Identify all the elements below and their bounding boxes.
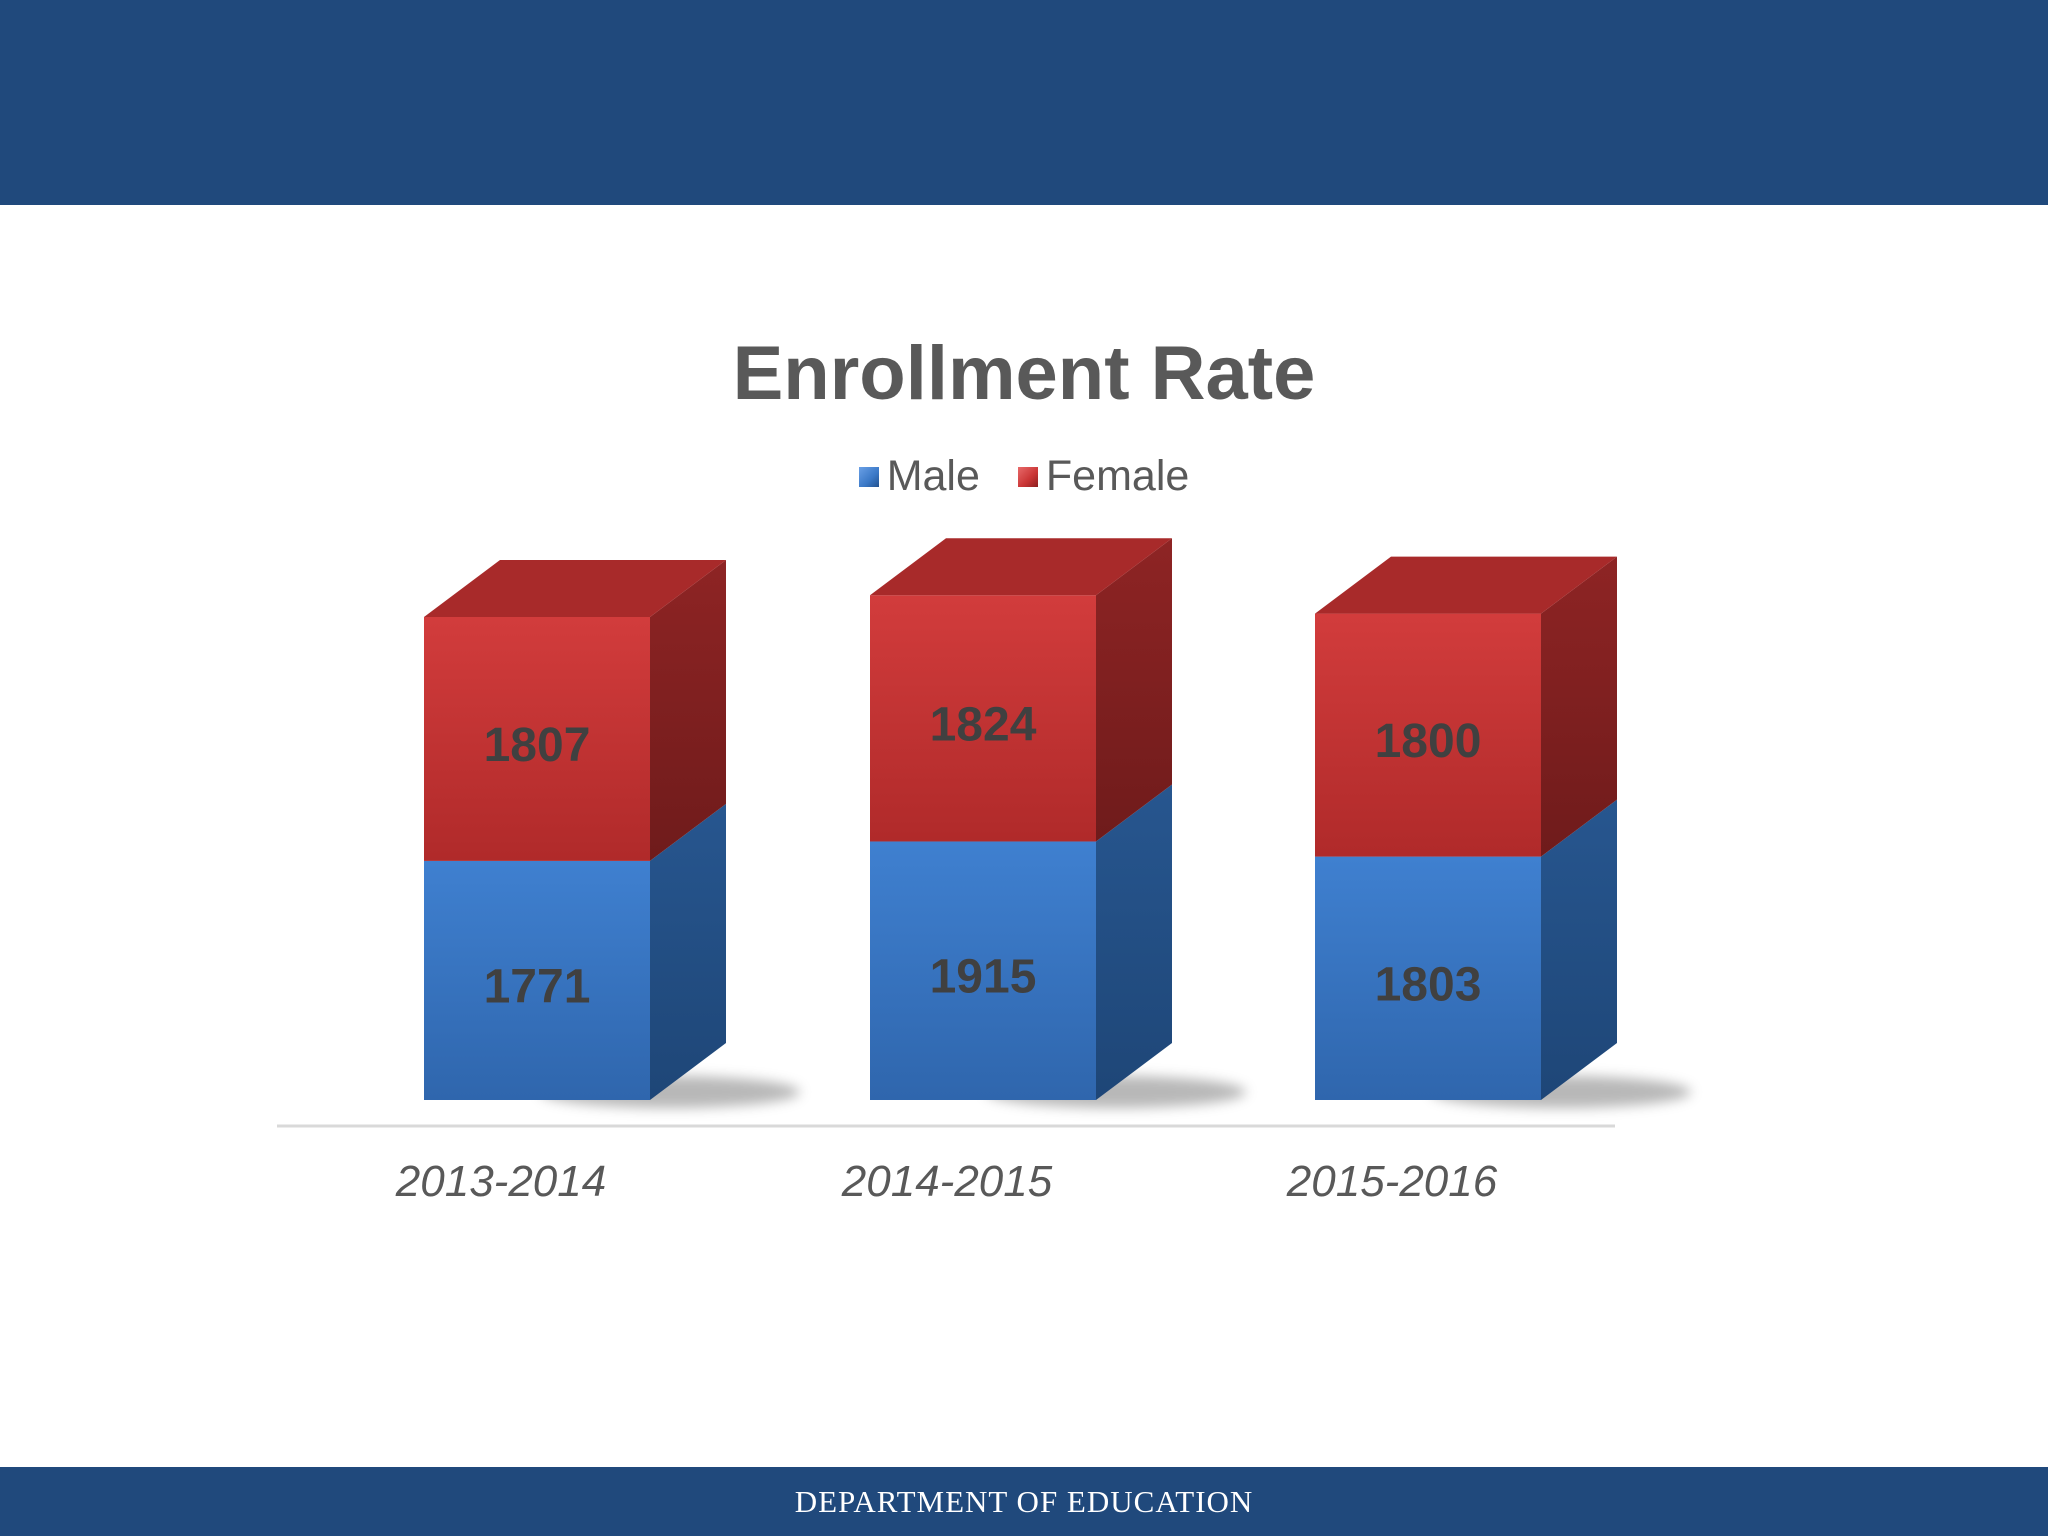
data-label-male-2014-2015: 1915 [930, 951, 1037, 1004]
bar-male-2015-2016 [1315, 856, 1541, 1100]
bar-male-side-2013-2014 [650, 803, 726, 1100]
legend-label-female: Female [1045, 452, 1190, 500]
chart-title: Enrollment Rate [732, 331, 1316, 416]
chart-legend: Male Female [0, 452, 2048, 501]
legend-item-male: Male [858, 452, 980, 501]
data-label-female-2013-2014: 1807 [484, 719, 591, 772]
bar-top-2015-2016 [1315, 556, 1617, 614]
bar-female-2013-2014 [424, 616, 650, 861]
bar-female-side-2015-2016 [1541, 556, 1617, 857]
bar-male-2013-2014 [424, 860, 650, 1100]
data-label-male-2015-2016: 1803 [1375, 958, 1482, 1011]
data-label-female-2015-2016: 1800 [1375, 715, 1482, 768]
bar-top-2014-2015 [870, 538, 1172, 596]
bar-male-2014-2015 [870, 841, 1096, 1100]
x-tick-label-2013-2014: 2013-2014 [395, 1157, 606, 1206]
legend-item-female: Female [1017, 452, 1190, 501]
bar-female-2015-2016 [1315, 613, 1541, 857]
footer-text: DEPARTMENT OF EDUCATION [794, 1483, 1254, 1519]
legend-swatch-female [1017, 466, 1038, 487]
header-bar [0, 0, 2048, 205]
bar-female-side-2013-2014 [650, 559, 726, 861]
footer-bar: DEPARTMENT OF EDUCATION [0, 1467, 2048, 1536]
x-tick-label-2014-2015: 2014-2015 [841, 1157, 1053, 1206]
bar-male-side-2014-2015 [1096, 784, 1172, 1100]
bar-female-2014-2015 [870, 595, 1096, 842]
legend-label-male: Male [886, 452, 980, 500]
data-label-female-2014-2015: 1824 [930, 698, 1037, 751]
data-label-male-2013-2014: 1771 [484, 960, 591, 1013]
x-tick-label-2015-2016: 2015-2016 [1286, 1157, 1498, 1206]
bar-male-side-2015-2016 [1541, 799, 1617, 1100]
bar-female-side-2014-2015 [1096, 538, 1172, 842]
legend-swatch-male [858, 466, 879, 487]
bar-top-2013-2014 [424, 559, 726, 617]
